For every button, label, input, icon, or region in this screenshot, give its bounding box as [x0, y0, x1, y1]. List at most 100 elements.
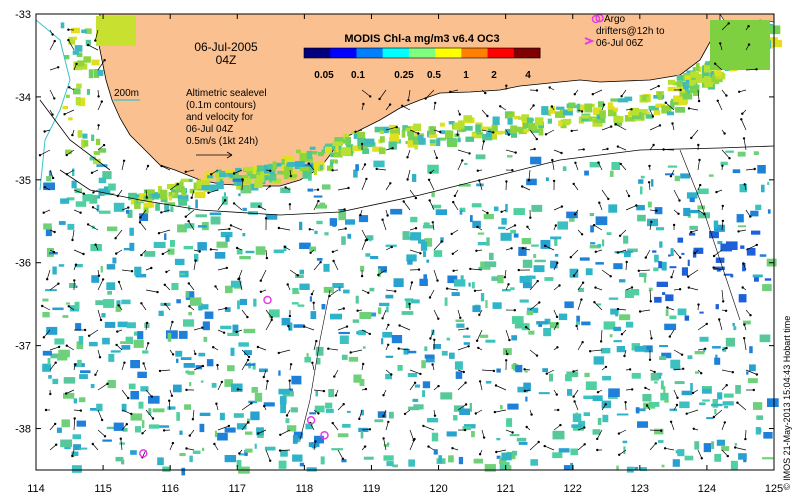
coastal-chlorophyll-patch: [296, 149, 301, 154]
velocity-arrowhead: [468, 152, 471, 155]
chlorophyll-patch: [360, 409, 364, 416]
chlorophyll-patch: [470, 215, 473, 223]
chlorophyll-patch: [353, 169, 358, 178]
chlorophyll-patch: [602, 375, 612, 381]
coastal-chlorophyll-patch: [332, 141, 343, 146]
velocity-arrowhead: [583, 426, 586, 429]
velocity-arrowhead: [333, 375, 336, 378]
coastal-chlorophyll-patch: [769, 25, 781, 35]
velocity-arrowhead: [736, 401, 739, 404]
velocity-arrow: [433, 309, 439, 319]
chlorophyll-patch: [608, 297, 619, 300]
chlorophyll-patch: [299, 283, 310, 290]
velocity-arrow: [383, 438, 387, 451]
chlorophyll-patch: [288, 322, 293, 331]
chlorophyll-patch: [387, 442, 390, 445]
chlorophyll-patch: [660, 380, 664, 390]
chlorophyll-patch: [478, 266, 482, 271]
velocity-arrowhead: [264, 217, 268, 220]
velocity-arrowhead: [151, 417, 155, 420]
coastal-chlorophyll-patch: [556, 106, 565, 110]
velocity-arrow: [577, 282, 584, 291]
coastal-chlorophyll-patch: [64, 55, 70, 60]
velocity-arrowhead: [535, 137, 538, 141]
chlorophyll-patch: [702, 348, 706, 353]
chlorophyll-patch: [230, 347, 235, 356]
velocity-arrowhead: [57, 345, 61, 349]
chlorophyll-patch: [711, 441, 715, 450]
chlorophyll-patch: [550, 260, 558, 269]
velocity-arrow: [49, 169, 54, 179]
chlorophyll-patch: [518, 246, 527, 256]
chlorophyll-patch: [619, 279, 626, 283]
coastal-chlorophyll-patch: [97, 69, 104, 76]
chlorophyll-patch: [45, 227, 52, 237]
chlorophyll-patch: [689, 225, 698, 230]
velocity-arrowhead: [94, 243, 97, 246]
coastal-chlorophyll-patch: [143, 206, 149, 214]
chlorophyll-patch: [363, 456, 374, 460]
chlorophyll-patch: [538, 323, 543, 327]
chlorophyll-patch: [58, 264, 65, 267]
velocity-arrow: [68, 39, 75, 51]
chlorophyll-patch: [602, 414, 609, 423]
coastal-chlorophyll-patch: [607, 105, 615, 112]
chlorophyll-patch: [510, 287, 515, 291]
velocity-arrowhead: [589, 350, 592, 353]
chlorophyll-patch: [499, 462, 510, 470]
coastal-chlorophyll-patch: [624, 115, 636, 122]
chlorophyll-patch: [531, 204, 543, 212]
velocity-arrow: [649, 85, 659, 91]
chlorophyll-patch: [634, 345, 647, 352]
coastal-chlorophyll-patch: [299, 153, 309, 162]
velocity-arrow: [97, 409, 103, 421]
velocity-arrow: [280, 429, 291, 436]
coastal-chlorophyll-patch: [65, 149, 72, 155]
chlorophyll-patch: [200, 380, 204, 383]
coastal-chlorophyll-patch: [256, 165, 267, 172]
coastal-chlorophyll-patch: [362, 148, 370, 154]
velocity-arrow: [385, 421, 389, 431]
chlorophyll-patch: [677, 237, 684, 243]
chlorophyll-patch: [658, 440, 664, 443]
chlorophyll-patch: [202, 447, 205, 451]
chlorophyll-patch: [343, 289, 350, 294]
velocity-arrow: [457, 328, 468, 331]
chlorophyll-patch: [459, 207, 466, 213]
coastal-chlorophyll-patch: [710, 71, 714, 78]
velocity-arrowhead: [462, 370, 465, 374]
chlorophyll-patch: [497, 275, 504, 284]
chlorophyll-patch: [661, 261, 667, 271]
chlorophyll-patch: [324, 232, 329, 236]
chlorophyll-patch: [242, 207, 247, 211]
chlorophyll-patch: [189, 455, 193, 463]
velocity-arrow: [116, 344, 123, 351]
chlorophyll-patch: [498, 226, 506, 230]
coastal-chlorophyll-patch: [704, 78, 713, 88]
chlorophyll-patch: [224, 379, 233, 387]
chlorophyll-patch: [320, 456, 325, 465]
velocity-arrowhead: [424, 97, 427, 100]
velocity-arrowhead: [427, 445, 430, 448]
velocity-arrowhead: [168, 399, 171, 402]
chlorophyll-patch: [756, 415, 764, 420]
chlorophyll-patch: [153, 241, 166, 248]
velocity-arrowhead: [486, 114, 489, 118]
velocity-arrowhead: [246, 421, 250, 424]
chlorophyll-patch: [538, 392, 550, 395]
chlorophyll-patch: [383, 455, 394, 461]
chlorophyll-patch: [316, 357, 321, 365]
coastal-chlorophyll-patch: [682, 82, 687, 87]
chlorophyll-patch: [203, 336, 208, 342]
chlorophyll-patch: [472, 305, 481, 313]
velocity-arrowhead: [266, 379, 269, 383]
chlorophyll-patch: [623, 446, 626, 454]
coastal-chlorophyll-patch: [418, 137, 426, 145]
velocity-arrow: [217, 307, 227, 311]
chlorophyll-patch: [733, 326, 737, 331]
velocity-arrowhead: [552, 179, 556, 183]
chlorophyll-patch: [113, 202, 125, 212]
coastal-chlorophyll-patch: [448, 121, 455, 125]
chlorophyll-patch: [601, 239, 605, 247]
chlorophyll-patch: [670, 248, 674, 256]
